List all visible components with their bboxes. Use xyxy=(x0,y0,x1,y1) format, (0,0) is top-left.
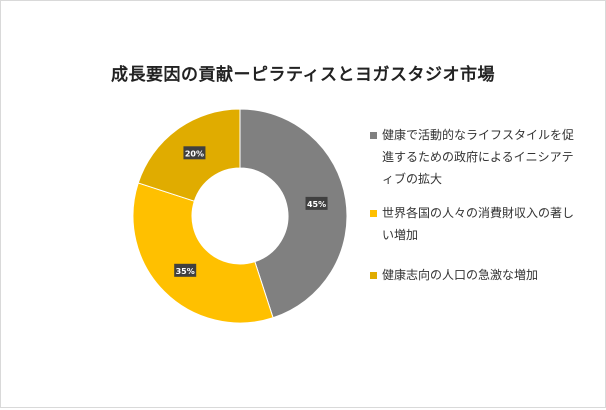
data-label: 35% xyxy=(176,267,195,276)
legend-item: 健康で活動的なライフスタイルを促進するための政府によるイニシアティブの拡大 xyxy=(370,124,575,190)
legend-swatch xyxy=(370,210,377,217)
pie-slice xyxy=(239,108,348,319)
legend-swatch xyxy=(370,132,377,139)
legend-label: 健康志向の人口の急激な増加 xyxy=(382,268,539,282)
data-label-box xyxy=(183,146,206,160)
pie-slice xyxy=(132,182,274,324)
data-label-box xyxy=(305,196,328,210)
data-labels-group: 45% 35% 20% xyxy=(174,146,328,277)
legend-item: 健康志向の人口の急激な増加 xyxy=(370,264,575,286)
data-label: 45% xyxy=(307,200,326,209)
slices-group xyxy=(132,108,348,324)
legend-label: 世界各国の人々の消費財収入の著しい増加 xyxy=(382,206,575,242)
legend-label: 健康で活動的なライフスタイルを促進するための政府によるイニシアティブの拡大 xyxy=(382,128,575,186)
data-label: 20% xyxy=(185,149,204,158)
data-label-box xyxy=(174,263,197,277)
chart-title: 成長要因の貢献ーピラティスとヨガスタジオ市場 xyxy=(111,65,495,85)
legend-swatch xyxy=(370,272,377,279)
legend-item: 世界各国の人々の消費財収入の著しい増加 xyxy=(370,202,575,246)
legend: 健康で活動的なライフスタイルを促進するための政府によるイニシアティブの拡大 世界… xyxy=(370,124,575,286)
